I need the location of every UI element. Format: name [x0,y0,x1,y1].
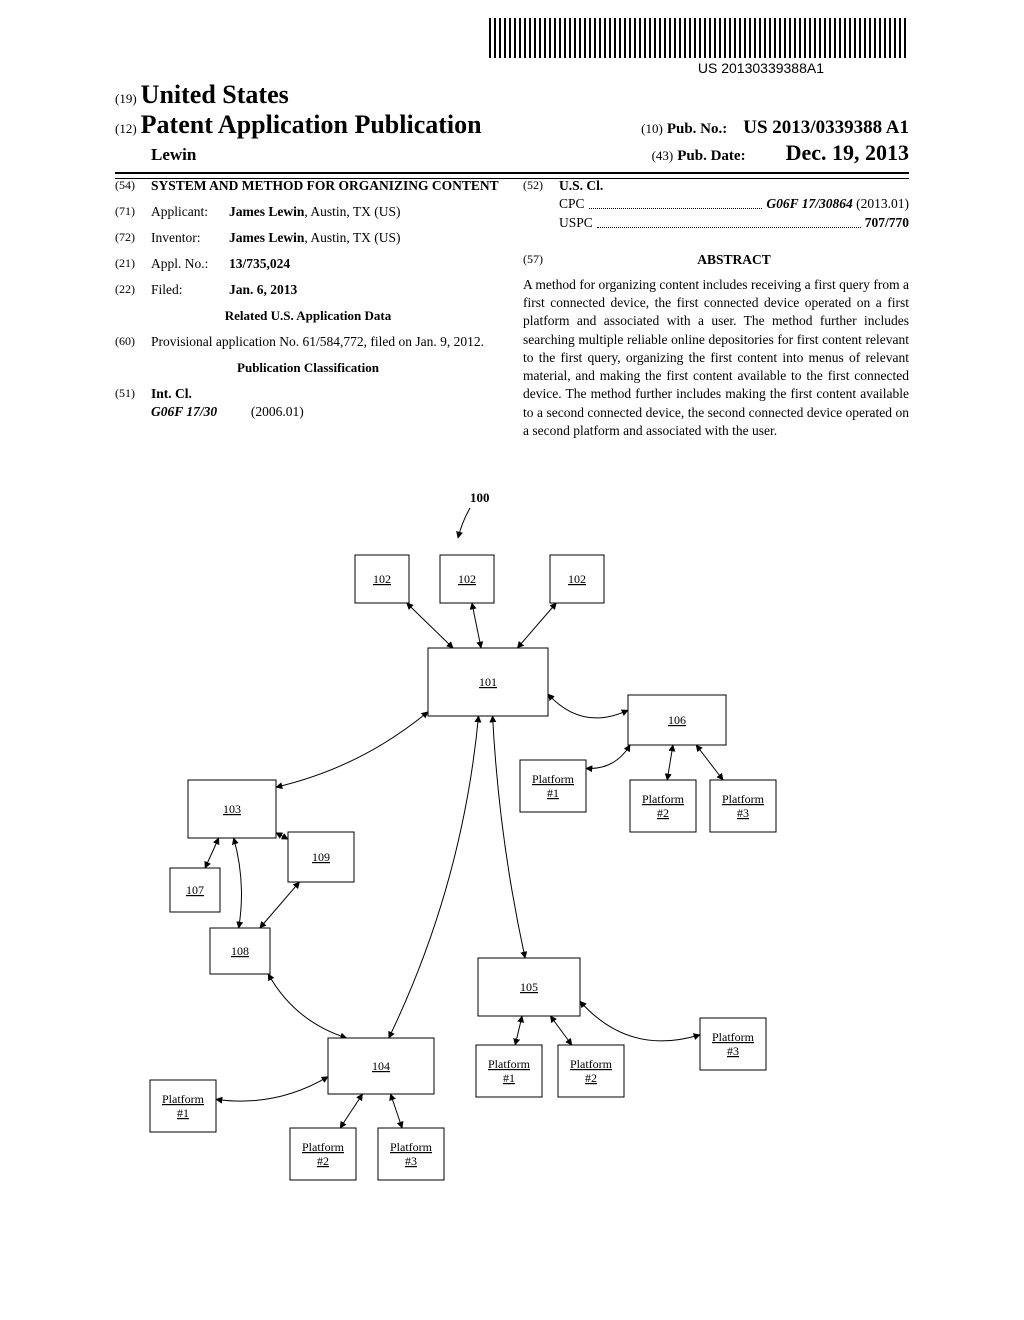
uspc-label: USPC [559,215,593,231]
svg-text:Platform: Platform [302,1140,345,1154]
pub-title: Patent Application Publication [141,110,482,139]
svg-text:104: 104 [372,1059,390,1073]
code-72: (72) [115,230,151,246]
inventor-surname: Lewin [151,145,196,164]
applno-label: Appl. No.: [151,256,229,272]
abstract-text: A method for organizing content includes… [523,276,909,440]
code-51: (51) [115,386,151,402]
country: United States [141,80,289,109]
svg-text:103: 103 [223,802,241,816]
svg-text:102: 102 [568,572,586,586]
applno-value: 13/735,024 [229,256,501,272]
svg-text:#2: #2 [585,1071,597,1085]
applicant-label: Applicant: [151,204,229,220]
svg-text:Platform: Platform [162,1092,205,1106]
code-54: (54) [115,178,151,194]
svg-text:Platform: Platform [488,1057,531,1071]
biblio-left: (54) SYSTEM AND METHOD FOR ORGANIZING CO… [115,178,501,440]
biblio: (54) SYSTEM AND METHOD FOR ORGANIZING CO… [115,178,909,440]
svg-text:#2: #2 [317,1154,329,1168]
pub-class-heading: Publication Classification [115,360,501,376]
svg-text:#1: #1 [547,786,559,800]
code-52: (52) [523,178,559,194]
svg-text:106: 106 [668,713,686,727]
cpc-value: G06F 17/30864 [766,196,852,212]
cpc-label: CPC [559,196,585,212]
code-19: (19) [115,91,137,106]
code-57: (57) [523,252,559,268]
pub-date-value: Dec. 19, 2013 [786,140,909,165]
pub-no-value: US 2013/0339388 A1 [743,117,909,138]
filed-label: Filed: [151,282,229,298]
svg-text:Platform: Platform [390,1140,433,1154]
uscl-label: U.S. Cl. [559,178,603,193]
svg-text:#1: #1 [177,1106,189,1120]
barcode [489,18,909,58]
code-21: (21) [115,256,151,272]
provisional-value: Provisional application No. 61/584,772, … [151,334,501,350]
invention-title: SYSTEM AND METHOD FOR ORGANIZING CONTENT [151,178,501,194]
applicant-value: James Lewin, Austin, TX (US) [229,204,501,220]
inventor-label: Inventor: [151,230,229,246]
intcl-code: G06F 17/30 [151,404,217,419]
code-12: (12) [115,121,137,136]
svg-text:108: 108 [231,944,249,958]
svg-text:102: 102 [373,572,391,586]
diagram: 100102102102101106Platform#1Platform#2Pl… [80,480,920,1300]
svg-text:Platform: Platform [712,1030,755,1044]
svg-text:107: 107 [186,883,204,897]
uspc-value: 707/770 [865,215,909,231]
code-60: (60) [115,334,151,350]
svg-text:105: 105 [520,980,538,994]
svg-text:100: 100 [470,490,490,505]
code-10: (10) [641,121,663,136]
svg-text:#2: #2 [657,806,669,820]
related-data-heading: Related U.S. Application Data [115,308,501,324]
biblio-right: (52) U.S. Cl. CPC G06F 17/30864 (2013.01… [523,178,909,440]
header: (19) United States (12) Patent Applicati… [115,80,909,179]
svg-text:#3: #3 [405,1154,417,1168]
abstract-heading: ABSTRACT [697,252,771,267]
pub-no-label: Pub. No.: [667,121,727,137]
inventor-value: James Lewin, Austin, TX (US) [229,230,501,246]
code-22: (22) [115,282,151,298]
intcl-label: Int. Cl. [151,386,192,401]
rule-top [115,172,909,174]
svg-text:Platform: Platform [642,792,685,806]
code-71: (71) [115,204,151,220]
code-43: (43) [652,148,674,163]
svg-text:Platform: Platform [532,772,575,786]
svg-text:Platform: Platform [570,1057,613,1071]
svg-text:#3: #3 [727,1044,739,1058]
filed-value: Jan. 6, 2013 [229,282,501,298]
svg-text:101: 101 [479,675,497,689]
intcl-year: (2006.01) [251,404,304,419]
barcode-label: US 20130339388A1 [698,60,824,76]
pub-date-label: Pub. Date: [677,148,745,164]
svg-text:#3: #3 [737,806,749,820]
svg-text:109: 109 [312,850,330,864]
svg-text:#1: #1 [503,1071,515,1085]
svg-text:102: 102 [458,572,476,586]
svg-text:Platform: Platform [722,792,765,806]
